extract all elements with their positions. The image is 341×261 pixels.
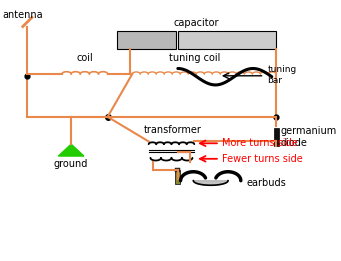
Text: ground: ground [54, 159, 88, 169]
Polygon shape [193, 181, 228, 185]
Polygon shape [58, 144, 84, 156]
Text: tuning coil: tuning coil [169, 53, 221, 63]
Bar [175, 170, 180, 184]
Bar [273, 128, 279, 146]
Text: More turns side: More turns side [222, 138, 297, 148]
Text: capacitor: capacitor [174, 18, 219, 28]
Text: earbuds: earbuds [246, 179, 286, 188]
Text: antenna: antenna [3, 10, 43, 20]
Text: germanium
diode: germanium diode [281, 126, 337, 148]
Bar [117, 31, 176, 49]
Text: transformer: transformer [144, 125, 202, 135]
Text: Fewer turns side: Fewer turns side [222, 154, 302, 164]
Bar [175, 168, 180, 171]
Text: coil: coil [76, 53, 93, 63]
Bar [178, 31, 276, 49]
Text: tuning
bar: tuning bar [267, 65, 296, 85]
